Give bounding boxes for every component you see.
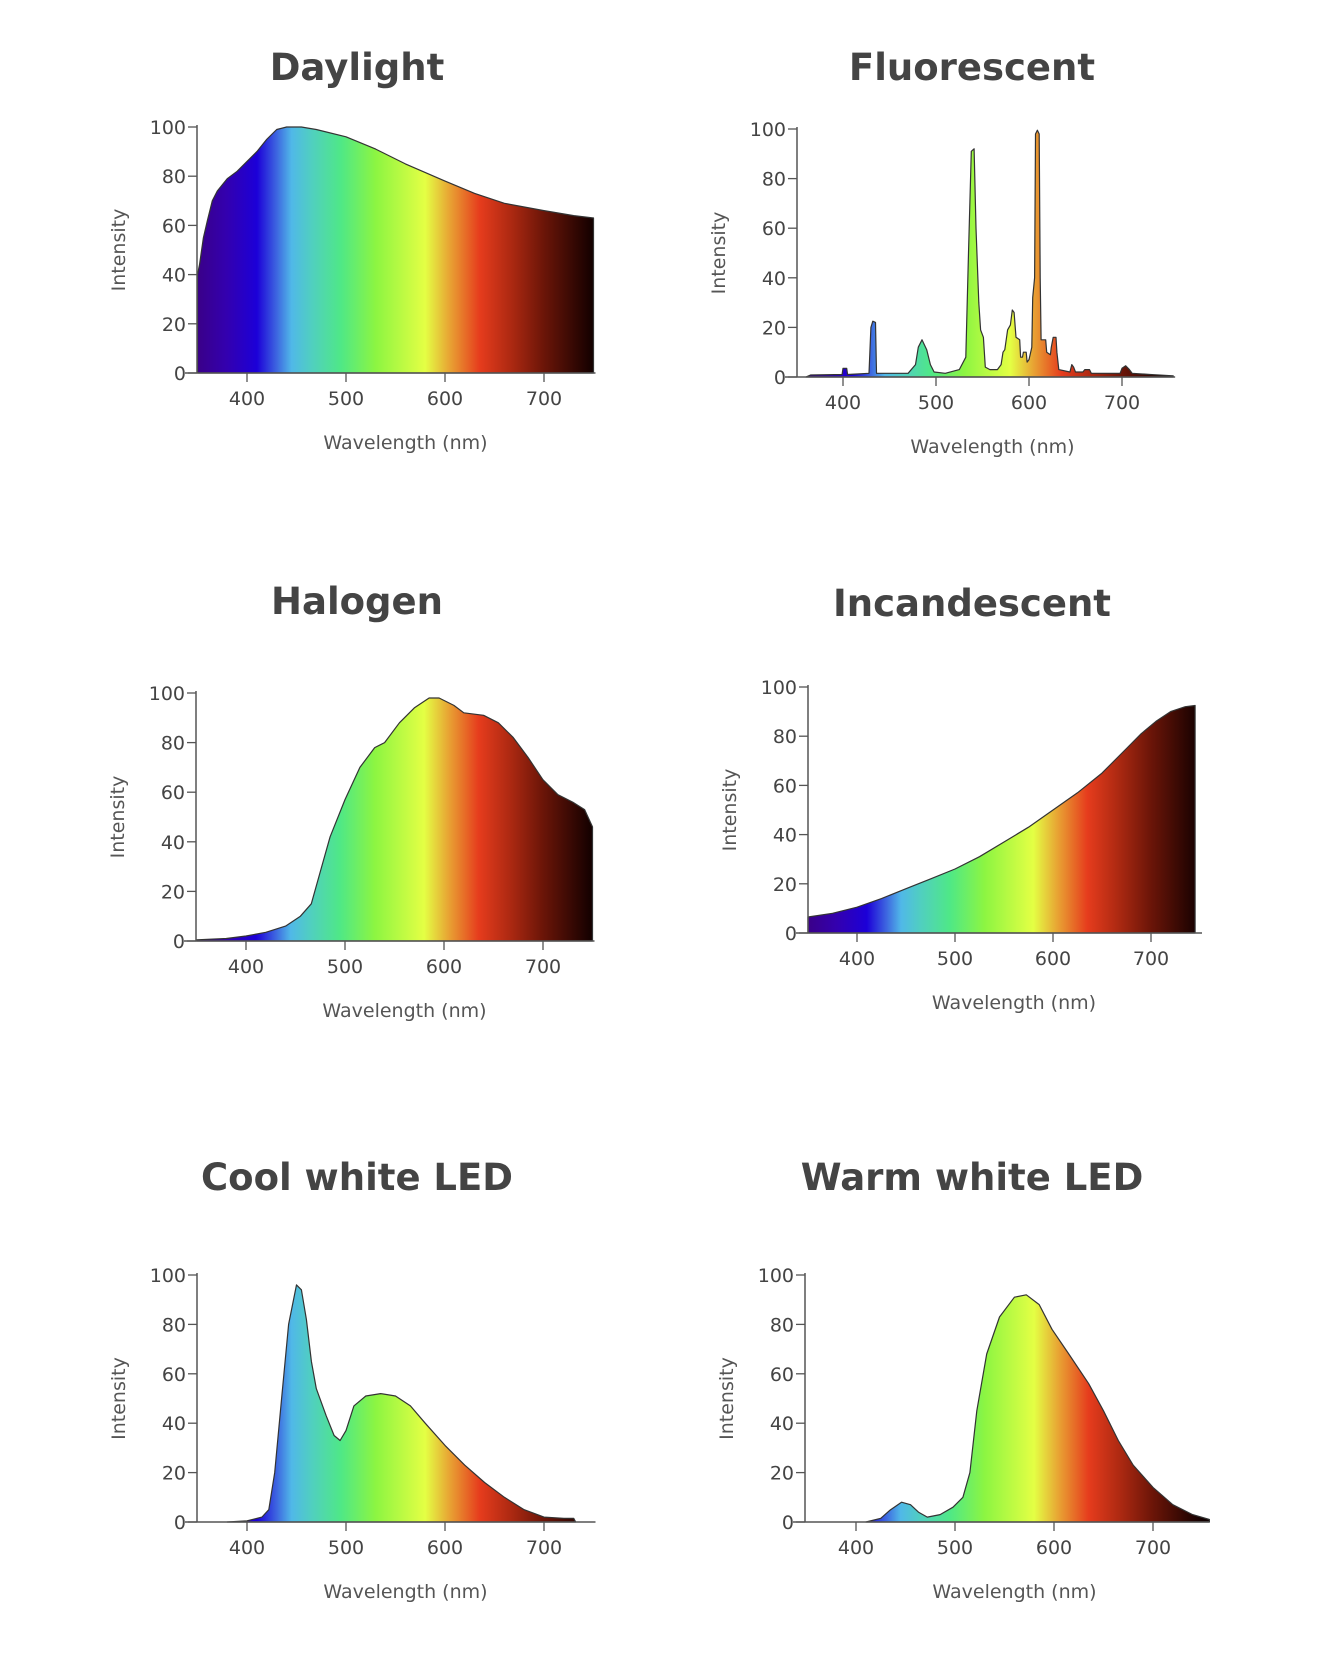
x-tick-label: 700 <box>526 1537 562 1559</box>
y-tick-label: 20 <box>162 314 186 336</box>
y-tick-label: 40 <box>162 1413 186 1435</box>
chart-panel: Halogen 0 20 40 60 80 100 400 500 600 700 Wavelengt… <box>107 580 595 1022</box>
y-tick-label: 0 <box>782 1512 794 1534</box>
y-axis-label: Intensity <box>719 769 741 852</box>
x-tick-label: 400 <box>228 956 264 978</box>
x-tick-label: 500 <box>937 1537 973 1559</box>
y-tick-label: 0 <box>173 931 185 953</box>
chart-panel: Fluorescent 0 20 40 60 80 100 400 500 600 700 Wavel… <box>708 46 1176 458</box>
x-tick-label: 700 <box>1104 392 1140 414</box>
y-axis-label: Intensity <box>108 1357 130 1440</box>
chart-title: Cool white LED <box>201 1156 513 1199</box>
y-tick-label: 60 <box>762 218 786 240</box>
x-tick-label: 500 <box>328 1537 364 1559</box>
y-tick-label: 60 <box>770 1364 794 1386</box>
x-tick-label: 400 <box>825 392 861 414</box>
y-tick-label: 60 <box>162 215 186 237</box>
x-tick-label: 700 <box>1135 1537 1171 1559</box>
y-tick-label: 100 <box>761 677 797 699</box>
x-axis-label: Wavelength (nm) <box>910 436 1074 458</box>
x-tick-label: 600 <box>427 1537 463 1559</box>
y-tick-label: 0 <box>174 1512 186 1534</box>
y-tick-label: 100 <box>150 117 186 139</box>
y-axis-label: Intensity <box>108 209 130 292</box>
spectrum-area <box>195 697 594 942</box>
x-tick-label: 500 <box>328 388 364 410</box>
y-axis-label: Intensity <box>716 1357 738 1440</box>
x-tick-label: 600 <box>427 388 463 410</box>
chart-title: Incandescent <box>833 582 1111 625</box>
chart-title: Halogen <box>271 580 443 623</box>
x-axis-label: Wavelength (nm) <box>322 1000 486 1022</box>
x-axis-label: Wavelength (nm) <box>932 1581 1096 1603</box>
chart-title: Warm white LED <box>801 1156 1144 1199</box>
x-tick-label: 600 <box>426 956 462 978</box>
x-tick-label: 600 <box>1035 948 1071 970</box>
y-tick-label: 20 <box>762 317 786 339</box>
y-tick-label: 80 <box>161 733 185 755</box>
x-tick-label: 500 <box>918 392 954 414</box>
x-tick-label: 700 <box>526 388 562 410</box>
x-axis-label: Wavelength (nm) <box>932 992 1096 1014</box>
y-tick-label: 60 <box>773 775 797 797</box>
y-axis-label: Intensity <box>107 776 129 859</box>
y-tick-label: 80 <box>770 1314 794 1336</box>
x-tick-label: 400 <box>839 948 875 970</box>
spectrum-area <box>807 704 1196 934</box>
chart-title: Fluorescent <box>849 46 1095 89</box>
y-tick-label: 20 <box>770 1463 794 1485</box>
y-tick-label: 20 <box>161 881 185 903</box>
y-tick-label: 80 <box>762 169 786 191</box>
y-tick-label: 80 <box>162 166 186 188</box>
spectrum-area <box>805 129 1174 378</box>
y-tick-label: 20 <box>162 1463 186 1485</box>
y-tick-label: 80 <box>773 726 797 748</box>
x-axis-label: Wavelength (nm) <box>323 1581 487 1603</box>
x-tick-label: 500 <box>937 948 973 970</box>
y-tick-label: 100 <box>150 1265 186 1287</box>
y-tick-label: 0 <box>785 923 797 945</box>
chart-panel: Incandescent 0 20 40 60 80 100 400 500 600 700 Wave… <box>719 582 1202 1014</box>
x-tick-label: 600 <box>1036 1537 1072 1559</box>
chart-panel: Daylight 0 20 40 60 80 100 400 500 600 700 Waveleng… <box>108 46 596 454</box>
y-axis-label: Intensity <box>708 212 730 295</box>
x-tick-label: 600 <box>1011 392 1047 414</box>
spectrum-area <box>196 126 595 374</box>
y-tick-label: 40 <box>161 832 185 854</box>
y-tick-label: 40 <box>773 825 797 847</box>
x-tick-label: 400 <box>229 388 265 410</box>
x-axis-label: Wavelength (nm) <box>323 432 487 454</box>
x-tick-label: 700 <box>525 956 561 978</box>
x-tick-label: 400 <box>838 1537 874 1559</box>
chart-panel: Warm white LED 0 20 40 60 80 100 400 500 600 700 Wa… <box>716 1156 1210 1603</box>
spectrum-area <box>226 1284 577 1523</box>
x-tick-label: 400 <box>229 1537 265 1559</box>
x-tick-label: 700 <box>1133 948 1169 970</box>
y-tick-label: 100 <box>149 683 185 705</box>
y-tick-label: 80 <box>162 1314 186 1336</box>
y-tick-label: 100 <box>750 119 786 141</box>
y-tick-label: 0 <box>774 367 786 389</box>
x-tick-label: 500 <box>327 956 363 978</box>
y-tick-label: 60 <box>161 782 185 804</box>
y-tick-label: 40 <box>770 1413 794 1435</box>
y-tick-label: 20 <box>773 874 797 896</box>
y-tick-label: 40 <box>162 265 186 287</box>
y-tick-label: 0 <box>174 363 186 385</box>
y-tick-label: 40 <box>762 268 786 290</box>
chart-panel: Cool white LED 0 20 40 60 80 100 400 500 600 700 Wa… <box>108 1156 596 1603</box>
y-tick-label: 100 <box>758 1265 794 1287</box>
chart-title: Daylight <box>270 46 445 89</box>
spectrum-area <box>865 1294 1210 1523</box>
y-tick-label: 60 <box>162 1364 186 1386</box>
